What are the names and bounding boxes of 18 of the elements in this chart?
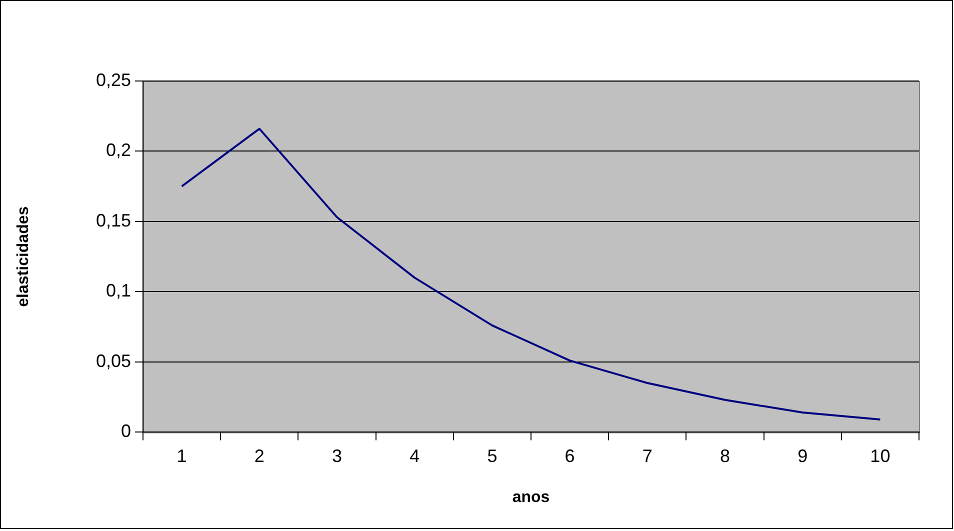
x-tick-label: 6: [564, 446, 575, 466]
y-axis-title: elasticidades: [15, 206, 32, 307]
x-tick-label: 10: [870, 446, 890, 466]
y-tick-label: 0: [120, 421, 131, 442]
x-tick-label: 3: [332, 446, 342, 466]
y-tick-label: 0,1: [106, 280, 131, 301]
y-tick-label: 0,2: [106, 140, 131, 160]
x-tick-label: 9: [798, 446, 808, 466]
x-tick-label: 8: [720, 446, 730, 466]
y-tick-label: 0,15: [96, 210, 131, 230]
y-tick-label: 0,25: [96, 70, 131, 90]
x-tick-label: 4: [410, 446, 420, 466]
x-tick-label: 5: [487, 446, 498, 466]
y-tick-label: 0,05: [96, 350, 131, 371]
x-tick-label: 7: [642, 446, 652, 466]
x-tick-label: 2: [254, 446, 264, 466]
x-tick-label: 1: [176, 446, 187, 466]
x-axis-title: anos: [512, 488, 550, 506]
